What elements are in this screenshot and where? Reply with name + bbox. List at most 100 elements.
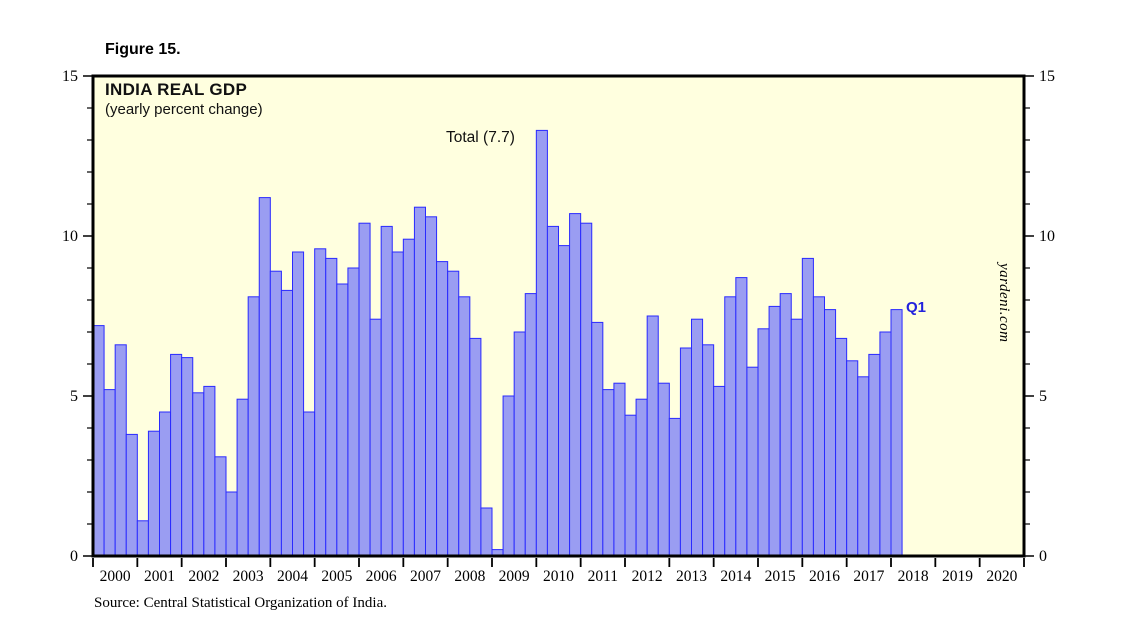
bar-2002-q4 [214,456,227,557]
bar-2015-q3 [779,293,792,557]
bar-2013-q4 [702,344,715,557]
bar-2016-q3 [824,309,837,557]
bar-2014-q1 [713,385,726,557]
bar-2007-q3 [425,216,438,557]
bar-2018-q1 [890,309,903,557]
bar-2016-q1 [801,257,814,557]
axis-tick-label: 2003 [233,568,264,585]
axis-tick-label: 2020 [986,568,1017,585]
bar-2008-q4 [480,507,493,557]
bar-2009-q3 [513,331,526,557]
bar-2011-q1 [580,222,593,557]
bar-2016-q2 [812,296,825,557]
figure-label: Figure 15. [105,41,181,58]
bar-2011-q4 [613,382,626,557]
bar-2010-q4 [569,213,582,557]
bar-2006-q2 [369,318,382,557]
bar-2013-q2 [679,347,692,557]
axis-tick-label: 2017 [853,568,884,585]
yardeni-watermark: yardeni.com [996,263,1012,343]
bar-2014-q3 [735,277,748,557]
bar-2014-q2 [724,296,737,557]
bar-2004-q2 [280,289,294,557]
axis-tick-label: 0 [1039,548,1047,565]
bar-2001-q1 [136,520,149,557]
latest-quarter-label: Q1 [906,299,927,316]
bar-2015-q4 [790,318,803,557]
bar-2012-q2 [635,398,648,557]
bar-2008-q1 [447,270,460,557]
bar-2007-q2 [413,206,427,557]
bar-2006-q1 [358,222,371,557]
bar-2013-q3 [691,318,704,557]
axis-tick-label: 2001 [144,568,175,585]
axis-tick-label: 2002 [188,568,219,585]
axis-tick-label: 2007 [410,568,441,585]
bar-2000-q4 [125,433,138,557]
plot-frame [91,74,1026,558]
bar-2001-q2 [147,430,160,557]
axis-tick-label: 2006 [366,568,397,585]
bar-2006-q4 [391,251,404,557]
axis-tick-label: 2011 [588,568,618,585]
bar-2011-q2 [591,321,604,557]
bar-2005-q3 [336,283,349,557]
bar-2000-q3 [114,344,127,557]
axis-tick-label: 2009 [499,568,530,585]
bar-2003-q3 [247,296,260,557]
bar-2012-q4 [657,382,670,557]
axis-tick-label: 2000 [100,568,131,585]
axis-tick-label: 10 [62,228,78,245]
bar-2000-q1 [92,325,105,557]
axis-tick-label: 2014 [720,568,751,585]
bar-2007-q4 [436,261,449,557]
bar-2009-q2 [502,395,515,557]
bar-2004-q4 [303,411,316,557]
bar-2007-q1 [402,238,415,557]
axis-tick-label: 2015 [765,568,796,585]
axis-tick-label: 2005 [321,568,352,585]
bar-2001-q3 [159,411,172,557]
bar-2011-q3 [602,389,615,557]
axis-tick-label: 2008 [454,568,485,585]
source-note: Source: Central Statistical Organization… [94,595,387,611]
bar-2004-q1 [269,270,282,557]
axis-tick-label: 5 [1039,388,1047,405]
bar-2015-q1 [757,328,770,557]
bar-2002-q3 [203,385,216,557]
axis-tick-label: 5 [70,388,78,405]
bar-2012-q3 [646,315,659,557]
bar-2017-q3 [868,353,881,557]
bar-2000-q2 [103,389,116,557]
axis-tick-label: 10 [1039,228,1055,245]
bar-2014-q4 [746,366,759,557]
total-annotation: Total (7.7) [446,129,515,146]
bar-2006-q3 [380,225,393,557]
bar-2013-q1 [668,417,681,557]
bar-2012-q1 [624,414,637,557]
bar-2005-q1 [314,248,327,557]
bar-2008-q3 [469,337,482,557]
axis-tick-label: 2012 [632,568,663,585]
bar-2004-q3 [292,251,305,557]
bar-2010-q3 [558,245,571,557]
bar-2001-q4 [170,353,183,557]
bar-2017-q2 [857,376,870,557]
bar-2005-q2 [325,257,338,557]
axis-tick-label: 2004 [277,568,308,585]
bar-2003-q2 [236,398,249,557]
chart-subtitle: (yearly percent change) [105,101,263,118]
axis-tick-label: 0 [70,548,78,565]
bar-2009-q4 [524,293,537,557]
axis-tick-label: 2013 [676,568,707,585]
bar-2017-q1 [846,360,859,557]
axis-tick-label: 2018 [898,568,929,585]
bar-2003-q1 [225,491,238,557]
axis-tick-label: 15 [1039,68,1055,85]
bar-2005-q4 [347,267,360,557]
bar-2002-q2 [192,392,205,557]
chart-title: INDIA REAL GDP [105,80,248,99]
axis-tick-label: 2016 [809,568,840,585]
